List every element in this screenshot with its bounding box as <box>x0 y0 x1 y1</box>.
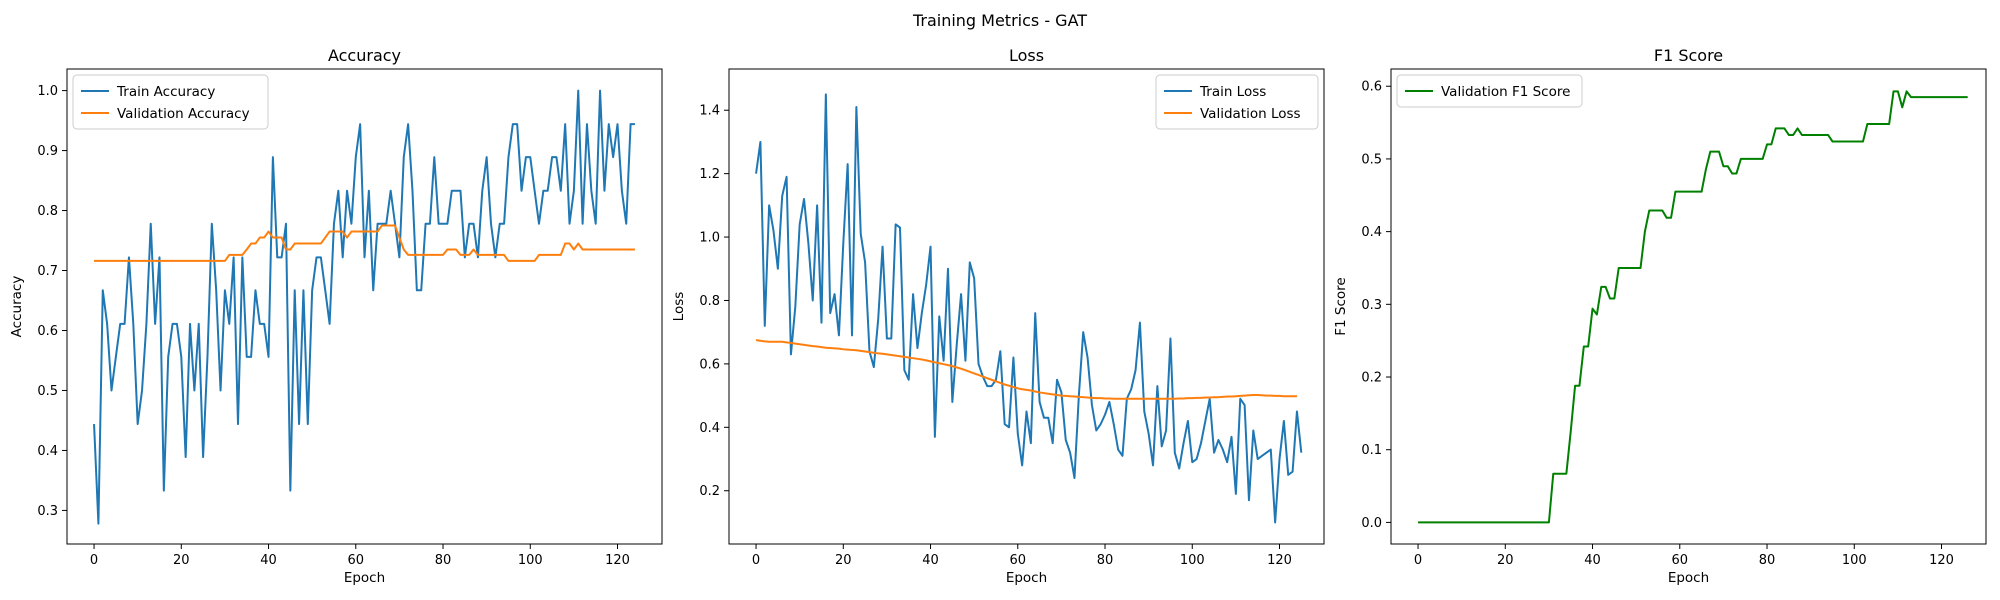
axes-frame <box>1390 68 1987 545</box>
x-tick-label: 60 <box>1010 553 1027 568</box>
y-tick-label: 0.2 <box>1361 371 1382 386</box>
x-tick-label: 80 <box>1759 553 1776 568</box>
series-line-validation-f1-score <box>1418 90 1968 524</box>
series-line-train-accuracy <box>93 89 635 525</box>
y-tick-label: 0.4 <box>1361 225 1382 240</box>
x-tick-label: 120 <box>1929 553 1954 568</box>
legend-box <box>1396 74 1583 108</box>
chart-title: Loss <box>1009 46 1044 65</box>
y-tick-label: 0.3 <box>37 504 58 519</box>
y-tick-label: 1.0 <box>699 231 720 246</box>
x-axis-label: Epoch <box>1668 570 1709 586</box>
y-tick-label: 1.0 <box>37 84 58 99</box>
legend-label: Train Accuracy <box>116 84 215 100</box>
x-tick-label: 0 <box>752 553 760 568</box>
y-tick-label: 0.1 <box>1361 443 1382 458</box>
y-axis-label: Loss <box>671 292 687 322</box>
x-tick-label: 20 <box>835 553 852 568</box>
x-tick-label: 20 <box>1497 553 1514 568</box>
y-tick-label: 0.5 <box>1361 152 1382 167</box>
x-axis-label: Epoch <box>344 570 385 586</box>
axes-frame <box>66 68 663 545</box>
y-tick-label: 0.6 <box>37 324 58 339</box>
x-tick-label: 80 <box>1097 553 1114 568</box>
y-axis-label: F1 Score <box>1333 277 1349 335</box>
legend: Train Loss Validation Loss <box>1155 74 1319 130</box>
y-tick-label: 0.9 <box>37 144 58 159</box>
chart-title: F1 Score <box>1654 46 1723 65</box>
y-tick-label: 0.0 <box>1361 516 1382 531</box>
chart-loss: Loss 0 20 40 60 80 100 120 0.2 0.4 0.6 0.8 1.0 1.2 1.4… <box>671 46 1325 586</box>
y-tick-label: 0.8 <box>37 204 58 219</box>
x-tick-label: 40 <box>260 553 277 568</box>
y-tick-label: 0.6 <box>1361 80 1382 95</box>
legend-label: Validation Loss <box>1200 106 1301 122</box>
y-tick-label: 1.4 <box>699 104 720 119</box>
chart-accuracy: Accuracy 0 20 40 60 80 100 120 0.3 0.4 0.5 0.6 0.7 0.… <box>9 46 663 586</box>
y-axis-label: Accuracy <box>9 276 25 338</box>
series-line-validation-accuracy <box>94 224 635 262</box>
x-tick-label: 100 <box>1842 553 1867 568</box>
y-tick-label: 0.4 <box>699 421 720 436</box>
x-tick-label: 0 <box>90 553 98 568</box>
y-tick-label: 0.2 <box>699 484 720 499</box>
axes-frame <box>728 68 1325 545</box>
x-tick-label: 0 <box>1414 553 1422 568</box>
x-tick-label: 40 <box>1584 553 1601 568</box>
x-tick-label: 60 <box>348 553 365 568</box>
x-tick-label: 100 <box>518 553 543 568</box>
legend-label: Validation Accuracy <box>117 106 250 122</box>
series-line-validation-loss <box>755 339 1297 400</box>
y-tick-label: 1.2 <box>699 167 720 182</box>
legend: Validation F1 Score <box>1396 74 1583 108</box>
y-tick-label: 0.6 <box>699 357 720 372</box>
legend-box <box>72 74 269 130</box>
chart-f1-score: F1 Score 0 20 40 60 80 100 120 0.0 0.1 0.2 0.3 0.4 0.… <box>1333 46 1987 586</box>
x-axis-label: Epoch <box>1006 570 1047 586</box>
x-tick-label: 20 <box>173 553 190 568</box>
y-tick-label: 0.7 <box>37 264 58 279</box>
figure-suptitle: Training Metrics - GAT <box>912 11 1087 30</box>
legend-box <box>1155 74 1319 130</box>
charts-container: Accuracy 0 20 40 60 80 100 120 0.3 0.4 0.5 0.6 0.7 0.… <box>9 46 1987 586</box>
y-tick-label: 0.4 <box>37 444 58 459</box>
legend-label: Train Loss <box>1199 84 1266 100</box>
x-tick-label: 60 <box>1672 553 1689 568</box>
x-tick-label: 120 <box>605 553 630 568</box>
y-tick-label: 0.8 <box>699 294 720 309</box>
x-tick-label: 100 <box>1180 553 1205 568</box>
y-tick-label: 0.3 <box>1361 298 1382 313</box>
x-tick-label: 40 <box>922 553 939 568</box>
series-line-train-loss <box>755 93 1303 524</box>
y-tick-label: 0.5 <box>37 384 58 399</box>
x-tick-label: 120 <box>1267 553 1292 568</box>
x-tick-label: 80 <box>435 553 452 568</box>
chart-title: Accuracy <box>328 46 401 65</box>
legend: Train Accuracy Validation Accuracy <box>72 74 269 130</box>
legend-label: Validation F1 Score <box>1441 84 1570 100</box>
